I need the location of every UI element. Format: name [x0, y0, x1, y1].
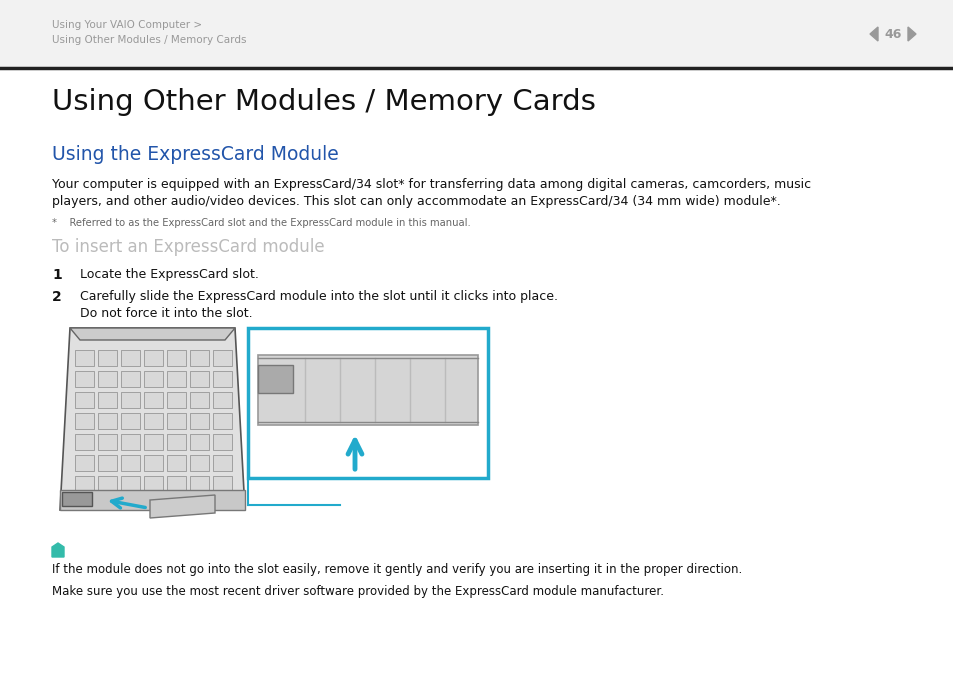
Polygon shape [98, 392, 117, 408]
Text: Carefully slide the ExpressCard module into the slot until it clicks into place.: Carefully slide the ExpressCard module i… [80, 290, 558, 303]
Polygon shape [167, 350, 186, 366]
Polygon shape [213, 413, 232, 429]
FancyArrowPatch shape [112, 498, 145, 508]
Polygon shape [144, 455, 163, 471]
Polygon shape [190, 413, 209, 429]
Polygon shape [52, 543, 64, 557]
Polygon shape [869, 27, 877, 41]
Polygon shape [98, 434, 117, 450]
Polygon shape [121, 413, 140, 429]
Polygon shape [144, 476, 163, 492]
Polygon shape [167, 413, 186, 429]
Polygon shape [98, 371, 117, 387]
Bar [248, 328, 488, 478]
Polygon shape [144, 434, 163, 450]
Polygon shape [70, 328, 234, 340]
Text: Using Other Modules / Memory Cards: Using Other Modules / Memory Cards [52, 35, 246, 45]
Polygon shape [75, 392, 94, 408]
Polygon shape [121, 392, 140, 408]
Text: Using Your VAIO Computer >: Using Your VAIO Computer > [52, 20, 202, 30]
Text: Locate the ExpressCard slot.: Locate the ExpressCard slot. [80, 268, 258, 281]
Text: Using the ExpressCard Module: Using the ExpressCard Module [52, 145, 338, 164]
Polygon shape [190, 371, 209, 387]
Polygon shape [121, 455, 140, 471]
Polygon shape [98, 350, 117, 366]
Polygon shape [213, 350, 232, 366]
Bar [0, 0, 953, 68]
Polygon shape [98, 476, 117, 492]
Text: Do not force it into the slot.: Do not force it into the slot. [80, 307, 253, 320]
Polygon shape [167, 392, 186, 408]
Polygon shape [167, 371, 186, 387]
Bar [257, 365, 293, 393]
Polygon shape [213, 434, 232, 450]
Polygon shape [144, 371, 163, 387]
FancyArrowPatch shape [348, 440, 361, 469]
Text: Make sure you use the most recent driver software provided by the ExpressCard mo: Make sure you use the most recent driver… [52, 585, 663, 598]
Text: players, and other audio/video devices. This slot can only accommodate an Expres: players, and other audio/video devices. … [52, 195, 780, 208]
Polygon shape [121, 350, 140, 366]
Polygon shape [167, 434, 186, 450]
Text: Using Other Modules / Memory Cards: Using Other Modules / Memory Cards [52, 88, 596, 116]
Polygon shape [75, 476, 94, 492]
Bar [60, 490, 245, 510]
Text: Your computer is equipped with an ExpressCard/34 slot* for transferring data amo: Your computer is equipped with an Expres… [52, 178, 810, 191]
Polygon shape [190, 476, 209, 492]
Polygon shape [190, 455, 209, 471]
Polygon shape [190, 434, 209, 450]
Polygon shape [167, 476, 186, 492]
Polygon shape [75, 455, 94, 471]
Polygon shape [190, 392, 209, 408]
Text: If the module does not go into the slot easily, remove it gently and verify you : If the module does not go into the slot … [52, 563, 741, 576]
Text: 46: 46 [883, 28, 901, 40]
Polygon shape [75, 350, 94, 366]
Bar [62, 492, 91, 506]
Text: 2: 2 [52, 290, 62, 304]
Polygon shape [75, 371, 94, 387]
Bar [257, 355, 477, 425]
Polygon shape [121, 476, 140, 492]
Text: *    Referred to as the ExpressCard slot and the ExpressCard module in this manu: * Referred to as the ExpressCard slot an… [52, 218, 470, 228]
Text: 1: 1 [52, 268, 62, 282]
Polygon shape [907, 27, 915, 41]
Polygon shape [98, 455, 117, 471]
Polygon shape [144, 413, 163, 429]
Polygon shape [190, 350, 209, 366]
Polygon shape [213, 371, 232, 387]
Polygon shape [144, 350, 163, 366]
Polygon shape [98, 413, 117, 429]
Polygon shape [167, 455, 186, 471]
Text: To insert an ExpressCard module: To insert an ExpressCard module [52, 238, 324, 256]
Polygon shape [75, 413, 94, 429]
Polygon shape [213, 392, 232, 408]
Polygon shape [121, 371, 140, 387]
Polygon shape [121, 434, 140, 450]
Polygon shape [213, 455, 232, 471]
Polygon shape [213, 476, 232, 492]
Polygon shape [144, 392, 163, 408]
Polygon shape [75, 434, 94, 450]
Polygon shape [60, 328, 245, 510]
Polygon shape [150, 495, 214, 518]
